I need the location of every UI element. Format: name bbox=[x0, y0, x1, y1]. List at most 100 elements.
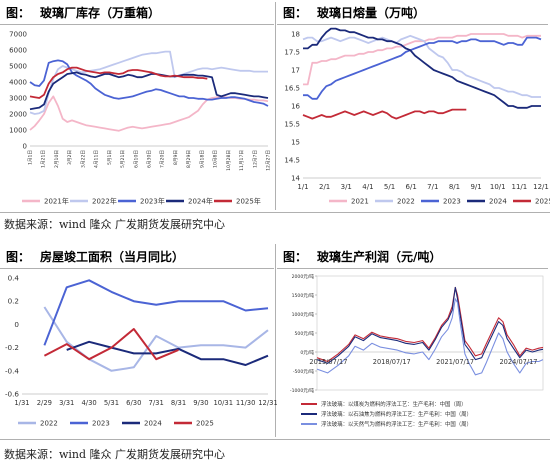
profit-series-0-line bbox=[316, 286, 544, 363]
completion-y-tick-label: 0 bbox=[14, 320, 19, 329]
inventory-x-tick-label: 9月18日 bbox=[199, 150, 205, 168]
completion-panel: 图： 房屋竣工面积（当月同比） -0.6 -0.4 -0.2 0 0.2 0.4 1/31 2/… bbox=[0, 246, 278, 438]
completion-x-tick-label: 9/30 bbox=[193, 399, 208, 407]
top-source-note: 数据来源：wind 隆众 广发期货发展研究中心 bbox=[4, 218, 226, 231]
inventory-panel: 图： 玻璃厂库存（万重箱） 0 1000 2000 3000 4000 5000 6000 70… bbox=[0, 2, 274, 210]
inventory-x-tick-label: 5月1日 bbox=[107, 150, 113, 165]
profit-panel: 图： 玻璃生产利润（元/吨） -1000元/吨 -500元/吨 0元/吨 500元/吨 1… bbox=[277, 246, 548, 438]
completion-x-tick-label: 1/31 bbox=[14, 399, 29, 407]
top-source-rule bbox=[0, 212, 550, 213]
profit-y-tick-label: -1000元/吨 bbox=[290, 387, 314, 394]
melt-series-2024-line bbox=[303, 27, 541, 109]
inventory-chart: 0 1000 2000 3000 4000 5000 6000 7000 1月1日 1月21日 2月… bbox=[9, 31, 272, 206]
melt-legend-label: 2021 bbox=[351, 198, 369, 206]
completion-y-tick-label: 0.4 bbox=[8, 274, 20, 283]
inventory-x-tick-label: 3月22日 bbox=[80, 150, 86, 168]
profit-y-tick-label: 1500元/吨 bbox=[292, 292, 315, 299]
melt-y-tick-label: 18 bbox=[291, 31, 300, 39]
inventory-x-tick-label: 8月9日 bbox=[173, 150, 179, 165]
melt-panel: 图： 玻璃日熔量（万吨） 14 14.5 15 15.5 16 16.5 17 17.5 18 1/… bbox=[277, 2, 550, 210]
melt-y-tick-label: 17 bbox=[291, 67, 300, 75]
melt-x-tick-label: 6/1 bbox=[406, 183, 417, 191]
profit-plot-frame bbox=[316, 275, 544, 391]
melt-x-tick-label: 11/1 bbox=[511, 183, 527, 191]
melt-title-tag: 图： bbox=[283, 6, 308, 20]
completion-y-tick-label: -0.4 bbox=[5, 366, 19, 375]
completion-y-tick-label: -0.2 bbox=[5, 343, 19, 352]
inventory-x-tick-label: 12月27日 bbox=[266, 150, 272, 171]
melt-chart: 14 14.5 15 15.5 16 16.5 17 17.5 18 1/1 2/1 3/1 4/1 5/… bbox=[284, 27, 550, 206]
melt-x-tick-label: 2/1 bbox=[319, 183, 330, 191]
inventory-series-2021-line bbox=[29, 95, 269, 132]
inventory-x-tick-label: 2月10日 bbox=[54, 150, 60, 168]
bottom-panel-divider bbox=[275, 244, 276, 437]
inventory-legend-label: 2025年 bbox=[236, 197, 261, 206]
completion-x-tick-label: 4/30 bbox=[81, 399, 96, 407]
melt-y-tick-label: 14 bbox=[291, 175, 300, 183]
completion-legend-label: 2025 bbox=[196, 420, 214, 428]
melt-y-tick-label: 17.5 bbox=[284, 49, 300, 57]
melt-x-tick-label: 12/1 bbox=[533, 183, 549, 191]
profit-series-2-line bbox=[316, 298, 544, 376]
inventory-title-text: 玻璃厂库存（万重箱） bbox=[40, 6, 161, 20]
melt-y-tick-label: 15 bbox=[291, 139, 300, 147]
melt-series-2021-line bbox=[303, 33, 541, 86]
inventory-y-tick-label: 0 bbox=[23, 143, 27, 151]
profit-title-text: 玻璃生产利润（元/吨） bbox=[317, 250, 442, 264]
melt-series-2022-line bbox=[302, 34, 541, 98]
melt-legend-label: 2025 bbox=[535, 198, 550, 206]
melt-x-tick-label: 5/1 bbox=[384, 183, 395, 191]
profit-x-tick-label: 2024/07/17 bbox=[499, 358, 537, 366]
melt-x-tick-label: 3/1 bbox=[341, 183, 352, 191]
inventory-x-tick-label: 7月20日 bbox=[160, 150, 166, 168]
inventory-series-2025-line bbox=[29, 66, 208, 99]
completion-series-2025-line bbox=[43, 328, 179, 361]
inventory-series-2024-line bbox=[29, 71, 269, 111]
melt-x-tick-label: 4/1 bbox=[362, 183, 373, 191]
melt-series-2023-line bbox=[303, 36, 542, 100]
completion-x-tick-label: 8/31 bbox=[171, 399, 186, 407]
inventory-x-tick-label: 12月7日 bbox=[252, 150, 258, 168]
melt-x-tick-label: 9/1 bbox=[470, 183, 481, 191]
completion-title-tag: 图： bbox=[6, 250, 31, 264]
completion-series-2024-line bbox=[66, 340, 269, 366]
melt-legend-label: 2024 bbox=[489, 198, 507, 206]
melt-title: 图： 玻璃日熔量（万吨） bbox=[277, 2, 425, 24]
completion-y-tick-label: -0.6 bbox=[5, 390, 19, 399]
inventory-title: 图： 玻璃厂库存（万重箱） bbox=[0, 2, 160, 24]
inventory-x-tick-label: 4月11日 bbox=[94, 150, 100, 168]
melt-y-tick-label: 15.5 bbox=[284, 121, 300, 129]
profit-legend-label: 浮法玻璃：以石油焦为燃料的浮法工艺：生产毛利：中国（周） bbox=[321, 410, 472, 418]
inventory-x-tick-label: 1月1日 bbox=[28, 150, 34, 165]
melt-y-tick-label: 16.5 bbox=[284, 85, 300, 93]
melt-legend-label: 2022 bbox=[397, 198, 415, 206]
completion-title: 图： 房屋竣工面积（当月同比） bbox=[0, 246, 184, 268]
profit-legend-label: 浮法玻璃：以煤炭为燃料的浮法工艺：生产毛利：中国（周） bbox=[321, 400, 467, 408]
profit-title: 图： 玻璃生产利润（元/吨） bbox=[277, 246, 441, 268]
inventory-y-tick-label: 4000 bbox=[9, 79, 27, 87]
inventory-legend-label: 2024年 bbox=[188, 197, 213, 206]
profit-x-tick-label: 2018/07/17 bbox=[373, 358, 411, 366]
completion-chart: -0.6 -0.4 -0.2 0 0.2 0.4 1/31 2/29 3/31 4/30 5/31 6… bbox=[5, 274, 278, 428]
melt-x-tick-label: 8/1 bbox=[449, 183, 460, 191]
melt-title-rule bbox=[277, 24, 548, 25]
inventory-y-tick-label: 5000 bbox=[9, 63, 27, 71]
profit-y-tick-label: 0元/吨 bbox=[300, 349, 314, 356]
bottom-source-rule bbox=[0, 439, 550, 440]
inventory-series-2022-line bbox=[29, 50, 268, 115]
profit-title-rule bbox=[277, 268, 548, 269]
inventory-legend-label: 2021年 bbox=[44, 197, 69, 206]
profit-x-tick-label: 2021/07/17 bbox=[436, 358, 474, 366]
completion-series-2023-line bbox=[43, 279, 269, 346]
melt-legend-label: 2023 bbox=[443, 198, 461, 206]
bottom-source-note: 数据来源：wind 隆众 广发期货发展研究中心 bbox=[4, 448, 226, 461]
completion-title-text: 房屋竣工面积（当月同比） bbox=[40, 250, 185, 264]
profit-title-tag: 图： bbox=[283, 250, 308, 264]
completion-x-tick-label: 7/31 bbox=[149, 399, 164, 407]
inventory-y-tick-label: 3000 bbox=[9, 95, 27, 103]
melt-series-2025-line bbox=[302, 108, 467, 120]
completion-legend-label: 2022 bbox=[40, 420, 58, 428]
inventory-y-tick-label: 7000 bbox=[9, 31, 27, 39]
profit-legend-label: 浮法玻璃：以天然气为燃料的浮法工艺：生产毛利：中国（周） bbox=[321, 420, 472, 428]
inventory-x-tick-label: 3月2日 bbox=[67, 150, 73, 165]
